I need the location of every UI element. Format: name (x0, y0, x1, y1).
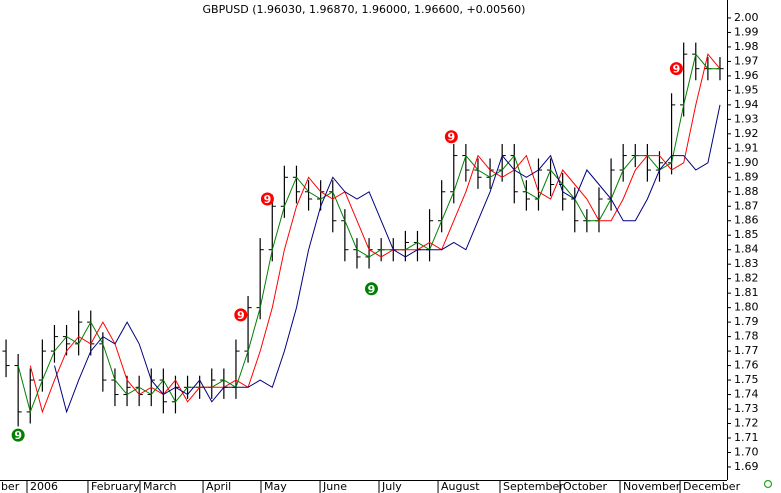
y-tick-label: 1.98 (734, 40, 759, 53)
y-tick-label: 1.94 (734, 98, 759, 111)
y-tick-label: 1.95 (734, 83, 759, 96)
x-tick-label: August (441, 480, 480, 493)
y-tick-label: 1.70 (734, 445, 759, 458)
status-icon (763, 479, 773, 489)
y-tick-label: 1.76 (734, 359, 759, 372)
y-tick-label: 1.90 (734, 156, 759, 169)
x-tick-label: May (264, 480, 287, 493)
x-tick-label: December (683, 480, 741, 493)
y-tick-label: 1.79 (734, 315, 759, 328)
x-tick-label: July (381, 480, 402, 493)
y-tick-label: 1.81 (734, 286, 759, 299)
chart-title: GBPUSD (1.96030, 1.96870, 1.96000, 1.966… (203, 3, 526, 16)
signal-label: 9 (14, 429, 22, 442)
signal-marker (669, 62, 683, 76)
y-tick-label: 1.84 (734, 243, 759, 256)
y-tick-label: 1.91 (734, 141, 759, 154)
y-tick-label: 1.89 (734, 170, 759, 183)
y-tick-label: 2.00 (734, 11, 759, 24)
y-tick-label: 1.78 (734, 330, 759, 343)
x-tick-label: February (91, 480, 140, 493)
y-tick-label: 1.88 (734, 185, 759, 198)
signal-marker (260, 192, 274, 206)
x-tick-label: April (206, 480, 231, 493)
signal-label: 9 (237, 309, 245, 322)
y-tick-label: 1.69 (734, 460, 759, 473)
y-tick-label: 1.87 (734, 199, 759, 212)
x-tick-label: 2006 (30, 480, 58, 493)
signal-marker (364, 282, 378, 296)
y-tick-label: 1.99 (734, 25, 759, 38)
y-tick-label: 1.96 (734, 69, 759, 82)
y-tick-label: 1.72 (734, 417, 759, 430)
y-tick-label: 1.77 (734, 344, 759, 357)
x-tick-label: September (503, 480, 564, 493)
x-tick-label: ber (1, 480, 20, 493)
y-tick-label: 1.73 (734, 402, 759, 415)
x-tick-label: June (322, 480, 347, 493)
y-tick-label: 1.97 (734, 54, 759, 67)
y-tick-label: 1.80 (734, 301, 759, 314)
signal-marker (234, 308, 248, 322)
signal-label: 9 (673, 63, 681, 76)
y-tick-label: 1.82 (734, 272, 759, 285)
y-tick-label: 1.71 (734, 431, 759, 444)
moving-average-line (29, 53, 721, 414)
x-tick-label: October (563, 480, 607, 493)
signal-marker (444, 130, 458, 144)
y-tick-label: 1.93 (734, 112, 759, 125)
signal-label: 9 (448, 131, 456, 144)
moving-average-line (54, 104, 721, 414)
signal-marker (11, 428, 25, 442)
y-tick-label: 1.75 (734, 373, 759, 386)
y-tick-label: 1.74 (734, 388, 759, 401)
x-tick-label: March (143, 480, 177, 493)
y-tick-label: 1.92 (734, 127, 759, 140)
x-tick-label: November (623, 480, 681, 493)
signal-label: 9 (368, 283, 376, 296)
y-tick-label: 1.86 (734, 214, 759, 227)
y-tick-label: 1.83 (734, 257, 759, 270)
y-tick-label: 1.85 (734, 228, 759, 241)
signal-label: 9 (264, 193, 272, 206)
